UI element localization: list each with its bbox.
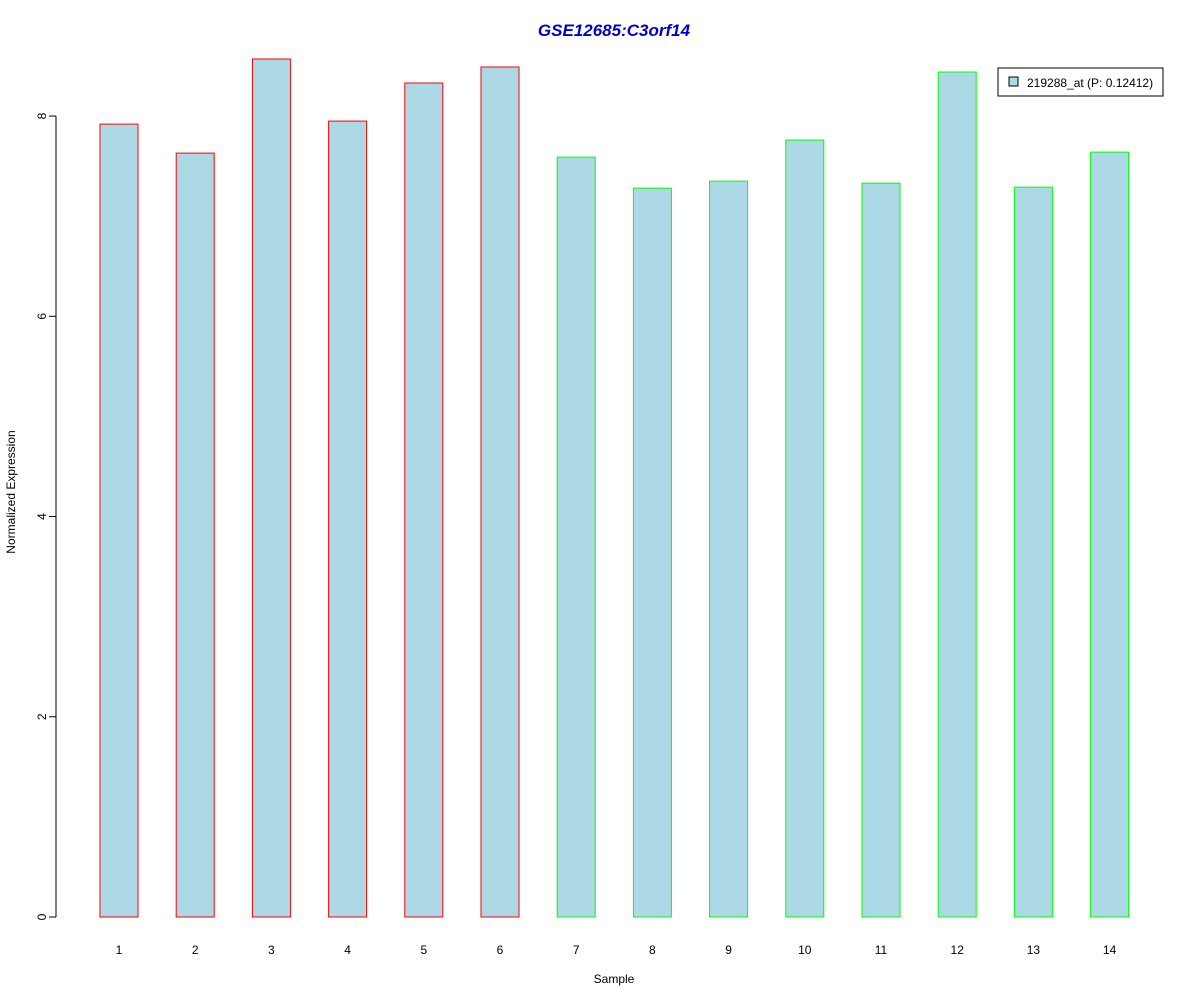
bar-sample-6 <box>480 66 520 918</box>
chart-title: GSE12685:C3orf14 <box>538 21 691 40</box>
x-tick-label: 10 <box>798 943 812 957</box>
y-tick-label: 2 <box>35 713 49 720</box>
bar-sample-3 <box>251 58 291 918</box>
x-tick-label: 9 <box>725 943 732 957</box>
legend: 219288_at (P: 0.12412) <box>997 67 1164 97</box>
x-tick-label: 13 <box>1027 943 1041 957</box>
y-tick-label: 0 <box>35 913 49 920</box>
x-tick-label: 8 <box>649 943 656 957</box>
bar-sample-11 <box>861 182 901 918</box>
bar-sample-12 <box>937 71 977 918</box>
x-tick-label: 6 <box>497 943 504 957</box>
legend-label: 219288_at (P: 0.12412) <box>1027 76 1153 90</box>
bar-sample-4 <box>328 120 368 918</box>
x-tick-label: 12 <box>951 943 965 957</box>
y-tick-label: 8 <box>35 112 49 119</box>
bar-sample-9 <box>709 180 749 918</box>
bar-sample-14 <box>1090 151 1130 918</box>
y-axis-title: Normalized Expression <box>4 430 18 553</box>
bar-sample-5 <box>404 82 444 918</box>
x-tick-label: 11 <box>875 943 888 957</box>
x-tick-label: 1 <box>116 943 123 957</box>
bar-sample-8 <box>632 187 672 918</box>
x-axis-labels: 1 2 3 4 5 6 7 8 9 10 11 12 13 14 <box>116 943 1117 957</box>
y-axis: 0 2 4 6 8 <box>35 112 57 920</box>
x-tick-label: 7 <box>573 943 580 957</box>
bar-sample-13 <box>1013 186 1053 918</box>
legend-swatch <box>1008 76 1019 87</box>
bar-sample-7 <box>556 156 596 918</box>
x-axis-title: Sample <box>594 972 635 986</box>
bar-sample-10 <box>785 139 825 918</box>
bar-sample-1 <box>99 123 139 918</box>
x-tick-label: 3 <box>268 943 275 957</box>
legend-box <box>997 67 1164 97</box>
y-tick-label: 6 <box>35 313 49 320</box>
x-tick-label: 4 <box>344 943 351 957</box>
bar-sample-2 <box>175 152 215 918</box>
x-tick-label: 5 <box>420 943 427 957</box>
x-tick-label: 2 <box>192 943 199 957</box>
bars-group <box>99 58 1130 918</box>
y-tick-label: 4 <box>35 513 49 520</box>
x-tick-label: 14 <box>1103 943 1117 957</box>
